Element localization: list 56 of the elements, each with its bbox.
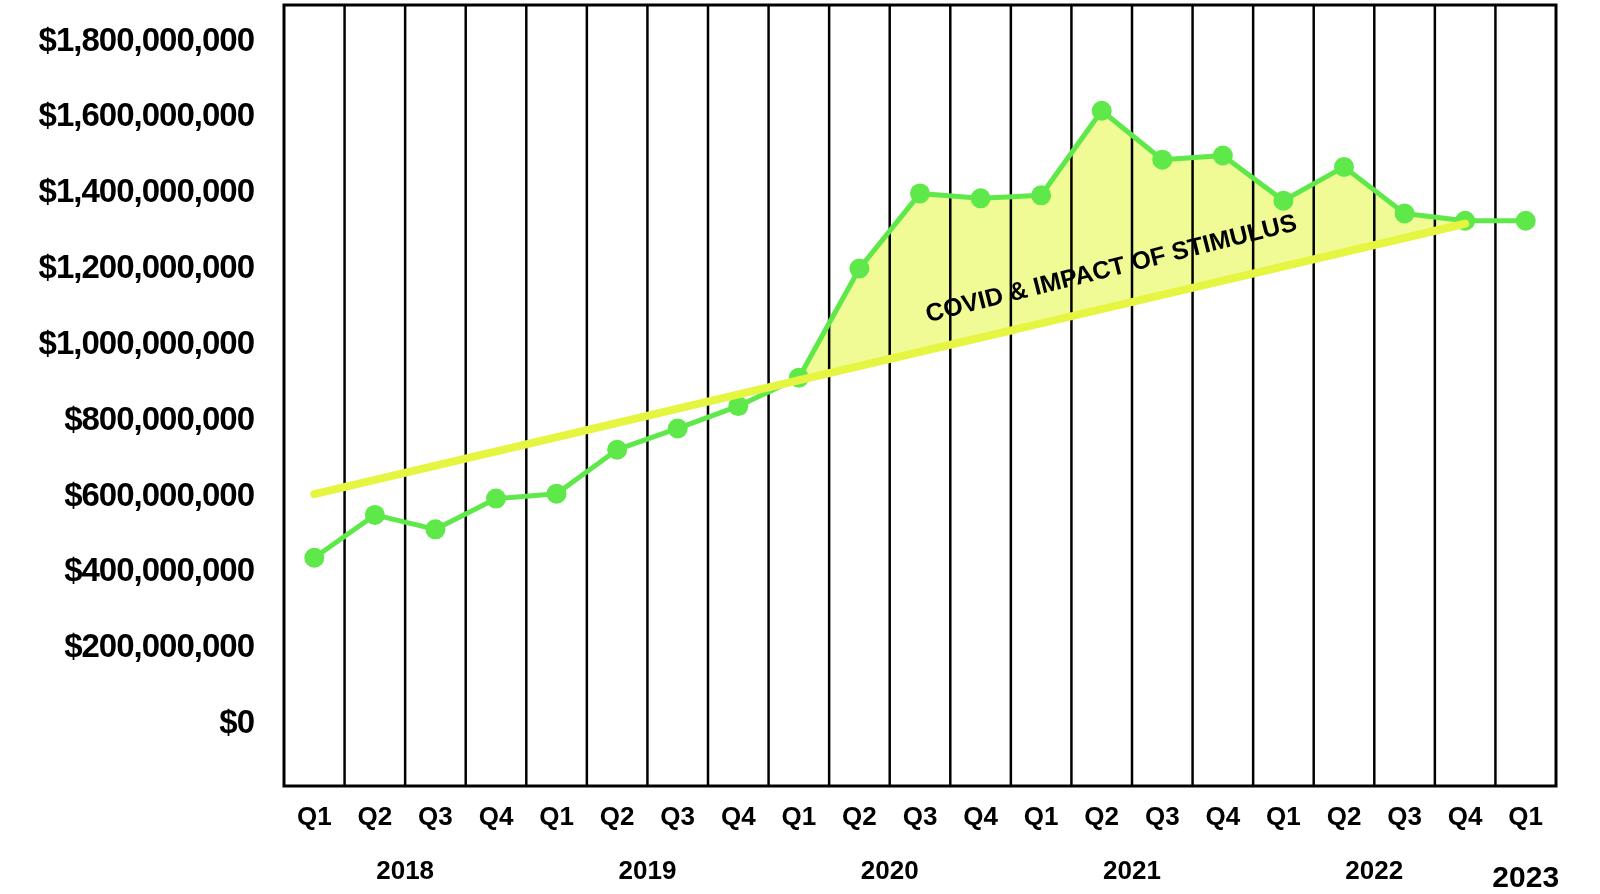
- text: 2022: [1345, 855, 1404, 886]
- x-tick-label: Q2: [1084, 801, 1120, 832]
- point: [1031, 185, 1052, 206]
- x-tick-label: Q2: [1326, 801, 1362, 832]
- x-tick-label: Q4: [963, 801, 999, 832]
- point: [1212, 145, 1233, 166]
- x-tick-label: Q1: [296, 801, 332, 832]
- x-tick-label: Q2: [357, 801, 393, 832]
- y-tick-label: $400,000,000: [64, 551, 254, 589]
- x-tick-label: Q4: [478, 801, 514, 832]
- y-tick-label: $800,000,000: [64, 399, 254, 437]
- x-tick-label: Q3: [418, 801, 453, 832]
- x-tick-label: Q3: [902, 801, 938, 832]
- x-tick-label: Q4: [1447, 801, 1484, 832]
- y-tick-label: $1,800,000,000: [38, 20, 254, 58]
- x-tick-label: Q4: [720, 801, 757, 832]
- y-tick-label: $200,000,000: [64, 627, 254, 665]
- point: [486, 488, 506, 509]
- point: [364, 504, 385, 525]
- point: [607, 439, 628, 460]
- x-tick-label: Q1: [1508, 801, 1544, 832]
- point: [1515, 210, 1536, 231]
- text: 2020: [860, 855, 919, 886]
- y-tick-label: $1,200,000,000: [38, 248, 254, 286]
- point: [970, 188, 991, 209]
- x-tick-label: Q1: [781, 801, 817, 832]
- text: 2019: [618, 855, 677, 886]
- text: 2023: [1492, 859, 1560, 893]
- y-tick-label: $1,000,000,000: [38, 323, 254, 361]
- x-tick-label: Q2: [842, 801, 877, 832]
- point: [1394, 203, 1415, 224]
- point: [849, 258, 870, 279]
- x-tick-label: Q3: [1144, 801, 1180, 832]
- y-tick-label: $1,400,000,000: [38, 172, 254, 210]
- point: [304, 547, 325, 568]
- x-tick-label: Q3: [660, 801, 696, 832]
- x-tick-label: Q3: [1387, 801, 1422, 832]
- point: [667, 418, 688, 439]
- x-tick-label: Q1: [539, 801, 574, 832]
- x-tick-label: Q1: [1023, 801, 1059, 832]
- point: [546, 483, 567, 504]
- text: 2021: [1103, 855, 1161, 886]
- y-tick-label: $1,600,000,000: [38, 96, 254, 134]
- point: [1091, 100, 1112, 121]
- x-tick-label: Q2: [599, 801, 635, 832]
- point: [728, 396, 749, 417]
- y-tick-label: $0: [219, 703, 254, 741]
- point: [1334, 156, 1354, 177]
- point: [1273, 190, 1294, 211]
- point: [910, 183, 930, 204]
- text: 2018: [376, 855, 435, 886]
- y-tick-label: $600,000,000: [64, 475, 254, 513]
- point: [1152, 149, 1173, 170]
- x-tick-label: Q4: [1205, 801, 1241, 832]
- point: [425, 519, 446, 540]
- x-tick-label: Q1: [1266, 801, 1301, 832]
